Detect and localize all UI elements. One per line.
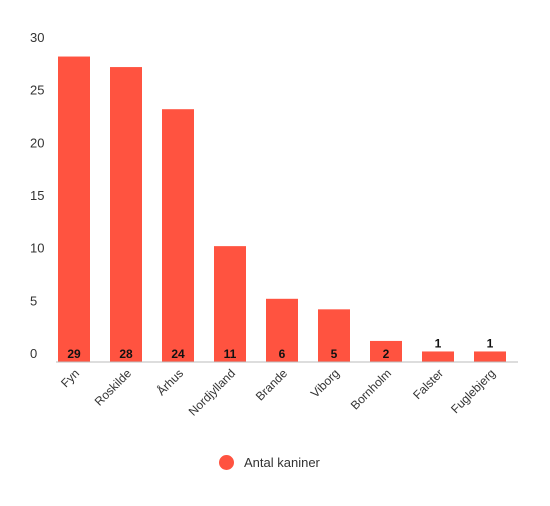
bar-roskilde: [110, 67, 142, 363]
bar-århus: [162, 109, 194, 362]
data-label: 1: [435, 336, 442, 350]
x-tick-label: Århus: [153, 366, 186, 399]
bar-falster: [422, 351, 454, 362]
y-tick-label: 20: [30, 135, 44, 150]
legend: Antal kaniner: [219, 455, 320, 470]
x-tick-label: Bornholm: [348, 366, 394, 412]
bars: 29 28 24 11 6 5 21 1: [58, 56, 506, 363]
data-label: 6: [279, 347, 286, 361]
x-tick-label: Roskilde: [92, 366, 135, 409]
y-tick-label: 10: [30, 241, 44, 256]
data-label: 29: [67, 347, 81, 361]
data-label: 2: [383, 347, 390, 361]
legend-label: Antal kaniner: [244, 455, 320, 470]
data-label: 24: [171, 347, 185, 361]
bar-brande: [266, 298, 298, 362]
bar-fyn: [58, 56, 90, 363]
x-tick-label: Fuglebjerg: [448, 366, 498, 416]
bar-bornholm: [370, 340, 402, 362]
y-tick-label: 5: [30, 293, 37, 308]
x-tick-label: Falster: [410, 366, 446, 402]
data-label: 11: [224, 347, 237, 361]
bar-viborg: [318, 309, 350, 362]
x-tick-label: Fyn: [58, 366, 82, 390]
y-tick-label: 0: [30, 346, 37, 361]
x-axis: Fyn Roskilde Århus Nordjylland Brande Viborg B…: [58, 366, 498, 419]
bar-fuglebjerg: [474, 351, 506, 362]
y-tick-label: 30: [30, 30, 44, 45]
data-label: 28: [119, 347, 133, 361]
data-label: 1: [487, 336, 494, 350]
legend-swatch: [219, 455, 234, 470]
x-tick-label: Viborg: [308, 366, 342, 400]
y-axis: 0 5 10 15 20 25 30: [30, 30, 44, 361]
data-label: 5: [331, 347, 338, 361]
bar-nordjylland: [214, 246, 246, 362]
x-tick-label: Nordjylland: [186, 366, 238, 418]
x-tick-label: Brande: [253, 366, 290, 403]
y-tick-label: 25: [30, 83, 44, 98]
y-tick-label: 15: [30, 188, 44, 203]
